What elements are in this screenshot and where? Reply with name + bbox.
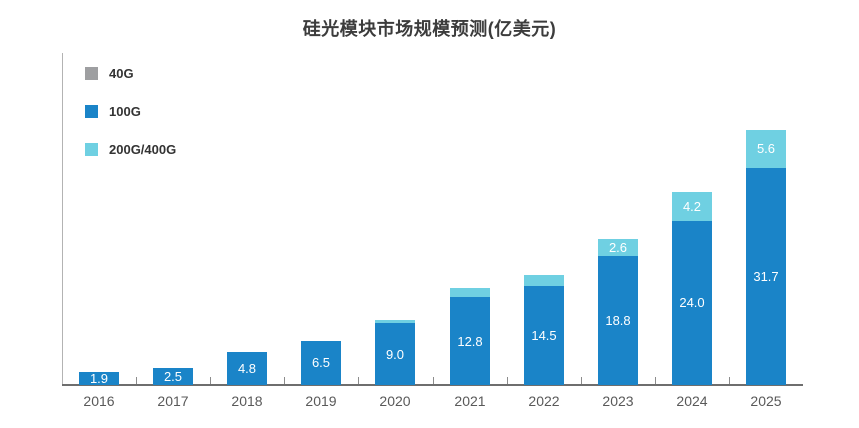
- bar-segment-100g-2020: 9.0: [375, 323, 415, 385]
- x-axis-tick: [433, 377, 434, 384]
- bar-value-label: 5.6: [756, 141, 776, 157]
- bar-value-label: 1.9: [89, 370, 109, 386]
- bar-segment-100g-2016: 1.9: [79, 370, 119, 386]
- bar-value-label: 14.5: [531, 327, 557, 343]
- y-axis-line: [62, 53, 63, 385]
- legend-label: 40G: [109, 66, 134, 81]
- legend-label: 200G/400G: [109, 142, 177, 157]
- bar-value-label: 2.5: [163, 368, 183, 384]
- bar-segment-100g-2022: 14.5: [524, 285, 564, 385]
- bar-segment-100g-2018: 4.8: [227, 352, 267, 385]
- legend-swatch: [85, 67, 98, 80]
- bar-segment-100g-2021: 12.8: [450, 297, 490, 385]
- x-axis-tick: [284, 377, 285, 384]
- chart-title: 硅光模块市场规模预测(亿美元): [302, 19, 557, 39]
- bar-value-label: 31.7: [753, 268, 779, 284]
- x-axis-label: 2017: [157, 393, 189, 409]
- bar-segment-100g-2023: 18.8: [598, 256, 638, 385]
- bar-value-label: 18.8: [605, 313, 631, 329]
- x-axis-label: 2023: [602, 393, 634, 409]
- bar-segment-200g-400g-2023: 2.6: [598, 238, 638, 257]
- bar-value-label: 24.0: [679, 295, 705, 311]
- bar-segment-200g-400g-2021: [450, 288, 490, 298]
- bar-value-label: 4.2: [682, 198, 702, 214]
- bar-value-label: 6.5: [311, 355, 331, 371]
- bar-segment-200g-400g-2020: [375, 319, 415, 324]
- x-axis-label: 2024: [676, 393, 708, 409]
- x-axis-tick: [210, 377, 211, 384]
- legend-item-40g: 40G: [85, 67, 176, 80]
- bar-segment-100g-2025: 31.7: [746, 168, 786, 385]
- x-axis-tick: [729, 377, 730, 384]
- legend: 40G 100G 200G/400G: [85, 67, 176, 181]
- x-axis-label: 2022: [528, 393, 560, 409]
- bar-segment-100g-2017: 2.5: [153, 367, 193, 385]
- bar-segment-100g-2024: 24.0: [672, 220, 712, 385]
- x-axis-line: [62, 384, 803, 386]
- bar-value-label: 4.8: [237, 361, 257, 377]
- bar-segment-200g-400g-2022: [524, 274, 564, 286]
- x-axis-tick: [655, 377, 656, 384]
- x-axis-label: 2016: [83, 393, 115, 409]
- x-axis-label: 2021: [454, 393, 486, 409]
- legend-label: 100G: [109, 104, 141, 119]
- bar-value-label: 9.0: [385, 346, 405, 362]
- bar-value-label: 12.8: [457, 333, 483, 349]
- legend-swatch: [85, 105, 98, 118]
- x-axis-tick: [581, 377, 582, 384]
- legend-item-200g-400g: 200G/400G: [85, 143, 176, 156]
- bar-segment-200g-400g-2025: 5.6: [746, 129, 786, 168]
- x-axis-label: 2019: [305, 393, 337, 409]
- legend-swatch: [85, 143, 98, 156]
- bar-segment-200g-400g-2024: 4.2: [672, 191, 712, 221]
- x-axis-label: 2025: [750, 393, 782, 409]
- bar-segment-100g-2019: 6.5: [301, 340, 341, 385]
- x-axis-tick: [358, 377, 359, 384]
- bar-value-label: 2.6: [608, 239, 628, 255]
- x-axis-label: 2018: [231, 393, 263, 409]
- x-axis-tick: [136, 377, 137, 384]
- x-axis-label: 2020: [379, 393, 411, 409]
- legend-item-100g: 100G: [85, 105, 176, 118]
- x-axis-tick: [507, 377, 508, 384]
